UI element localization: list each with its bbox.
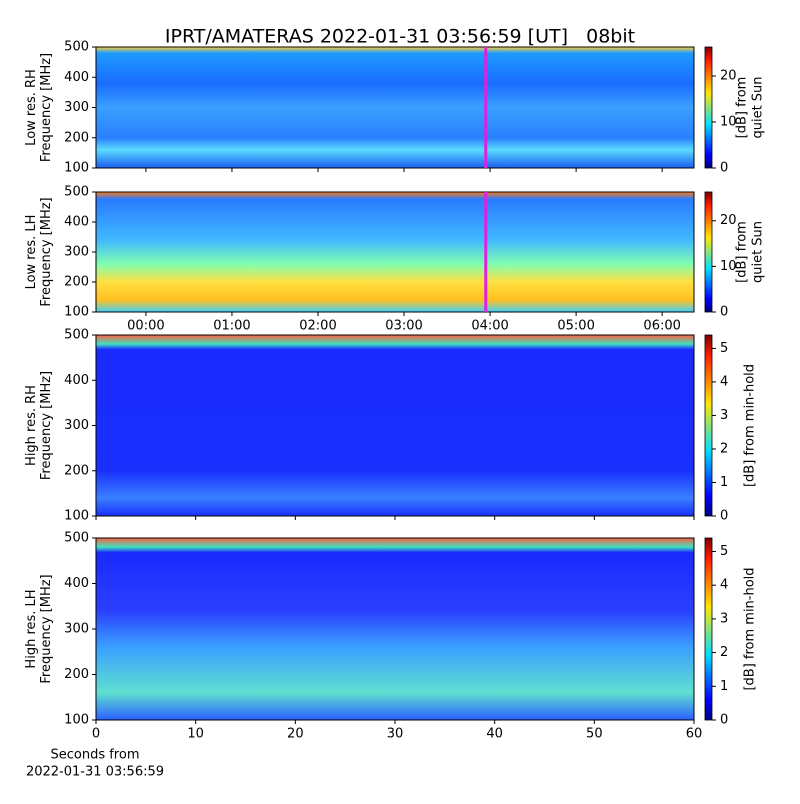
y-axis-label: Frequency [MHz]: [39, 574, 54, 683]
y-tick-label: 400: [64, 373, 89, 388]
colorbar-tick-label: 2: [720, 645, 728, 660]
y-tick-label: 400: [64, 215, 89, 230]
y-tick-label: 300: [64, 245, 89, 260]
colorbar-label: [dB] from: [735, 77, 750, 139]
y-tick-label: 500: [64, 185, 89, 200]
colorbar: [704, 537, 713, 721]
colorbar-tick-label: 0: [720, 161, 728, 176]
x-tick-label: 04:00: [471, 319, 508, 334]
x-axis-label: Seconds from: [50, 748, 139, 763]
y-tick-label: 400: [64, 70, 89, 85]
x-tick-label: 50: [586, 727, 603, 742]
colorbar-tick-label: 10: [720, 259, 737, 274]
colorbar-tick-label: 0: [720, 509, 728, 524]
y-axis-label: Frequency [MHz]: [39, 197, 54, 306]
colorbar-label: quiet Sun: [751, 221, 766, 283]
colorbar-tick-label: 5: [720, 544, 728, 559]
x-tick-label: 0: [92, 727, 100, 742]
colorbar-tick-label: 20: [720, 213, 737, 228]
colorbar: [704, 334, 713, 517]
heatmap: [96, 192, 694, 312]
y-axis-label: Low res. LH: [24, 215, 39, 290]
colorbar-tick-label: 0: [720, 713, 728, 728]
x-tick-label: 60: [686, 727, 703, 742]
colorbar-tick-label: 5: [720, 341, 728, 356]
chart-title: IPRT/AMATERAS 2022-01-31 03:56:59 [UT] 0…: [165, 26, 635, 48]
colorbar-tick-label: 3: [720, 408, 728, 423]
heatmap: [96, 47, 694, 168]
x-tick-label: 40: [486, 727, 503, 742]
y-tick-label: 200: [64, 463, 89, 478]
colorbar: [704, 191, 713, 313]
x-tick-label: 02:00: [299, 319, 336, 334]
y-tick-label: 500: [64, 531, 89, 546]
x-tick-label: 10: [187, 727, 204, 742]
x-tick-label: 01:00: [213, 319, 250, 334]
y-tick-label: 400: [64, 576, 89, 591]
y-tick-label: 200: [64, 130, 89, 145]
colorbar-tick-label: 4: [720, 374, 728, 389]
colorbar-label: quiet Sun: [751, 76, 766, 138]
colorbar-tick-label: 1: [720, 475, 728, 490]
y-tick-label: 100: [64, 161, 89, 176]
y-tick-label: 200: [64, 275, 89, 290]
y-axis-label: High res. LH: [24, 589, 39, 668]
x-tick-label: 03:00: [385, 319, 422, 334]
x-tick-label: 20: [287, 727, 304, 742]
colorbar-label: [dB] from min-hold: [743, 567, 758, 690]
colorbar-label: [dB] from min-hold: [743, 364, 758, 487]
colorbar-tick-label: 20: [720, 68, 737, 83]
y-axis-label: Frequency [MHz]: [39, 53, 54, 162]
y-axis-label: Frequency [MHz]: [39, 371, 54, 480]
heatmap: [96, 335, 694, 516]
colorbar-tick-label: 10: [720, 114, 737, 129]
colorbar: [704, 46, 713, 169]
y-tick-label: 300: [64, 100, 89, 115]
y-tick-label: 500: [64, 40, 89, 55]
colorbar-tick-label: 3: [720, 611, 728, 626]
heatmap: [96, 538, 694, 720]
x-tick-label: 06:00: [643, 319, 680, 334]
y-axis-label: High res. RH: [24, 385, 39, 466]
colorbar-tick-label: 0: [720, 305, 728, 320]
y-tick-label: 100: [64, 713, 89, 728]
y-axis-label: Low res. RH: [24, 69, 39, 146]
x-tick-label: 05:00: [557, 319, 594, 334]
y-tick-label: 100: [64, 509, 89, 524]
colorbar-tick-label: 4: [720, 578, 728, 593]
y-tick-label: 300: [64, 418, 89, 433]
colorbar-tick-label: 1: [720, 679, 728, 694]
x-tick-label: 30: [387, 727, 404, 742]
x-axis-label: 2022-01-31 03:56:59: [26, 765, 164, 780]
x-tick-label: 00:00: [127, 319, 164, 334]
y-tick-label: 100: [64, 305, 89, 320]
colorbar-label: [dB] from: [735, 221, 750, 283]
y-tick-label: 200: [64, 667, 89, 682]
y-tick-label: 500: [64, 328, 89, 343]
y-tick-label: 300: [64, 622, 89, 637]
colorbar-tick-label: 2: [720, 441, 728, 456]
